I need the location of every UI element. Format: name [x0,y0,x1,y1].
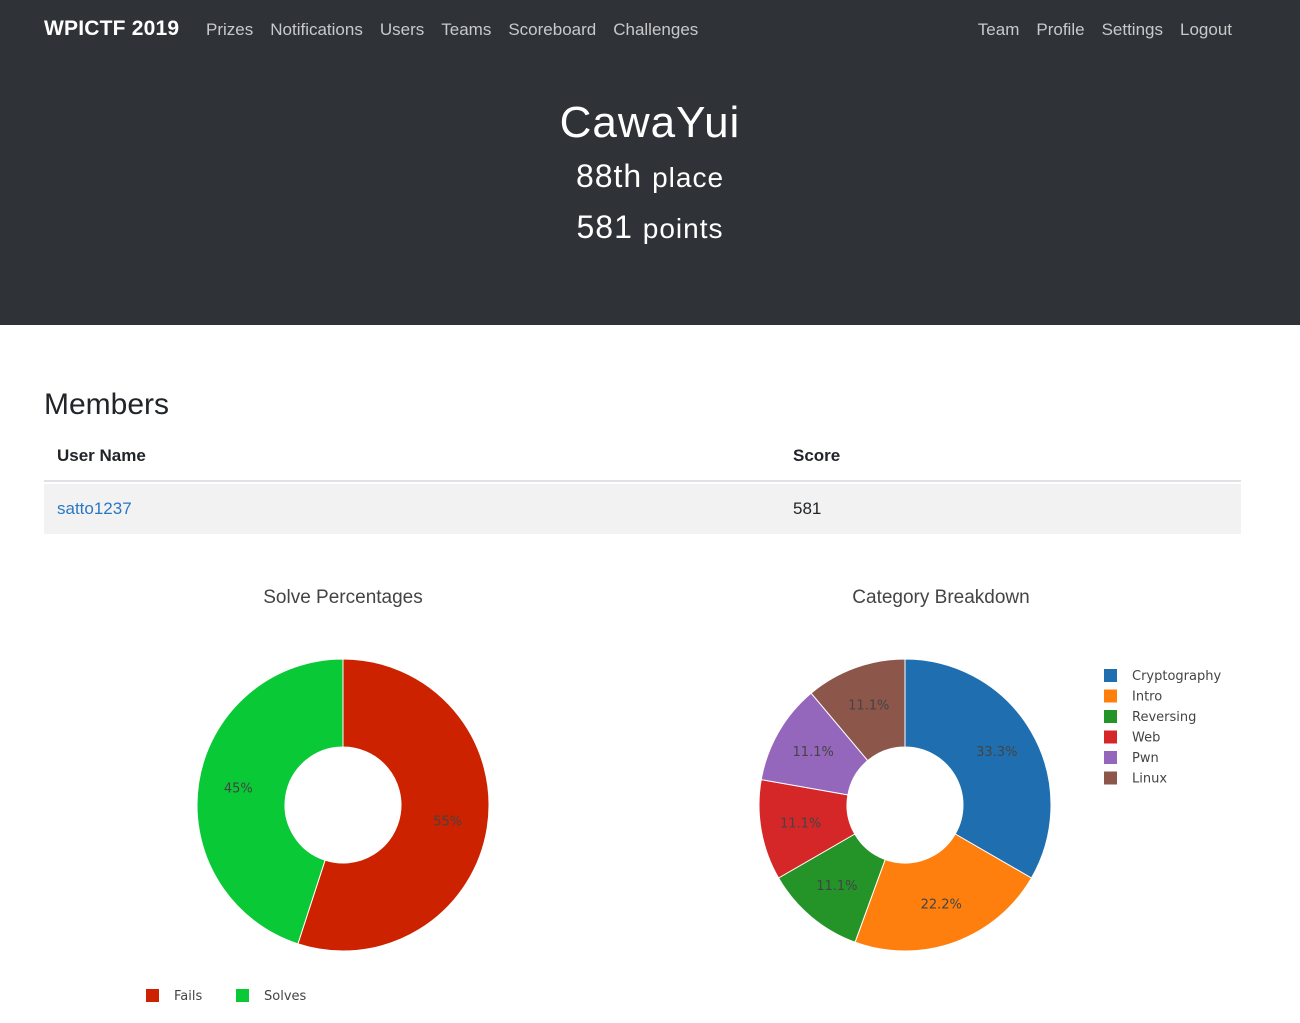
nav-users[interactable]: Users [379,20,425,39]
team-name: CawaYui [559,98,741,147]
slice-label-cryptography: 33.3% [976,745,1017,760]
legend-label-fails[interactable]: Fails [174,989,202,1004]
table-header: User Name Score [44,432,1241,482]
legend-label-intro[interactable]: Intro [1132,690,1162,705]
header-user-name: User Name [57,446,146,465]
legend-label-pwn[interactable]: Pwn [1132,751,1159,766]
legend-swatch-cryptography[interactable] [1104,669,1117,682]
solve-chart-title: Solve Percentages [263,587,423,608]
legend-label-cryptography[interactable]: Cryptography [1132,669,1221,684]
points-number: 581 [576,209,633,245]
legend-label-linux[interactable]: Linux [1132,772,1167,787]
slice-cryptography[interactable] [904,658,1052,879]
slice-label-intro: 22.2% [921,898,962,913]
nav-profile[interactable]: Profile [1036,20,1085,39]
nav-challenges[interactable]: Challenges [613,20,699,39]
member-user-link[interactable]: satto1237 [57,499,132,518]
team-points: 581 points [0,209,1300,246]
legend-swatch-web[interactable] [1104,730,1117,744]
slice-fails[interactable] [297,658,490,952]
nav-teams[interactable]: Teams [441,20,492,39]
table-row: satto1237 581 [44,484,1241,534]
slice-linux[interactable] [810,658,906,762]
legend-swatch-linux[interactable] [1104,771,1117,785]
members-title: Members [44,388,170,421]
legend-swatch-intro[interactable] [1104,689,1117,703]
legend-label-reversing[interactable]: Reversing [1132,710,1196,725]
legend-label-solves[interactable]: Solves [264,989,307,1004]
slice-solves[interactable] [196,658,344,945]
legend-swatch-fails[interactable] [146,989,159,1002]
legend-swatch-pwn[interactable] [1104,751,1117,764]
place-number: 88th [575,158,643,194]
slice-intro[interactable] [854,833,1033,952]
team-place: 88th place [0,158,1300,195]
nav-scoreboard[interactable]: Scoreboard [508,20,597,39]
slice-label-web: 11.1% [780,816,821,831]
category-chart-title: Category Breakdown [852,587,1030,608]
legend-swatch-reversing[interactable] [1104,710,1117,723]
place-suffix: place [652,162,725,193]
nav-notifications[interactable]: Notifications [270,20,363,39]
nav-logout[interactable]: Logout [1180,20,1232,39]
slice-label-linux: 11.1% [848,698,889,713]
nav-right-menu: Team Profile Settings Logout [961,20,1232,40]
nav-settings[interactable]: Settings [1101,20,1163,39]
legend-label-web[interactable]: Web [1132,731,1160,746]
top-navbar: WPICTF 2019 Prizes Notifications Users T… [0,0,1300,62]
members-table: User Name Score satto1237 581 [44,432,1241,534]
nav-left-menu: Prizes Notifications Users Teams Scorebo… [206,20,715,40]
nav-team[interactable]: Team [977,20,1020,39]
slice-label-solves: 45% [224,781,253,796]
brand-logo[interactable]: WPICTF 2019 [44,17,180,40]
slice-label-pwn: 11.1% [793,745,834,760]
nav-prizes[interactable]: Prizes [206,20,254,39]
legend-swatch-solves[interactable] [236,989,249,1002]
points-suffix: points [642,213,724,244]
member-score: 581 [793,499,822,518]
slice-label-fails: 55% [433,815,462,830]
team-header: CawaYui 88th place 581 points [0,62,1300,325]
slice-label-reversing: 11.1% [816,879,857,894]
header-score: Score [793,446,841,465]
